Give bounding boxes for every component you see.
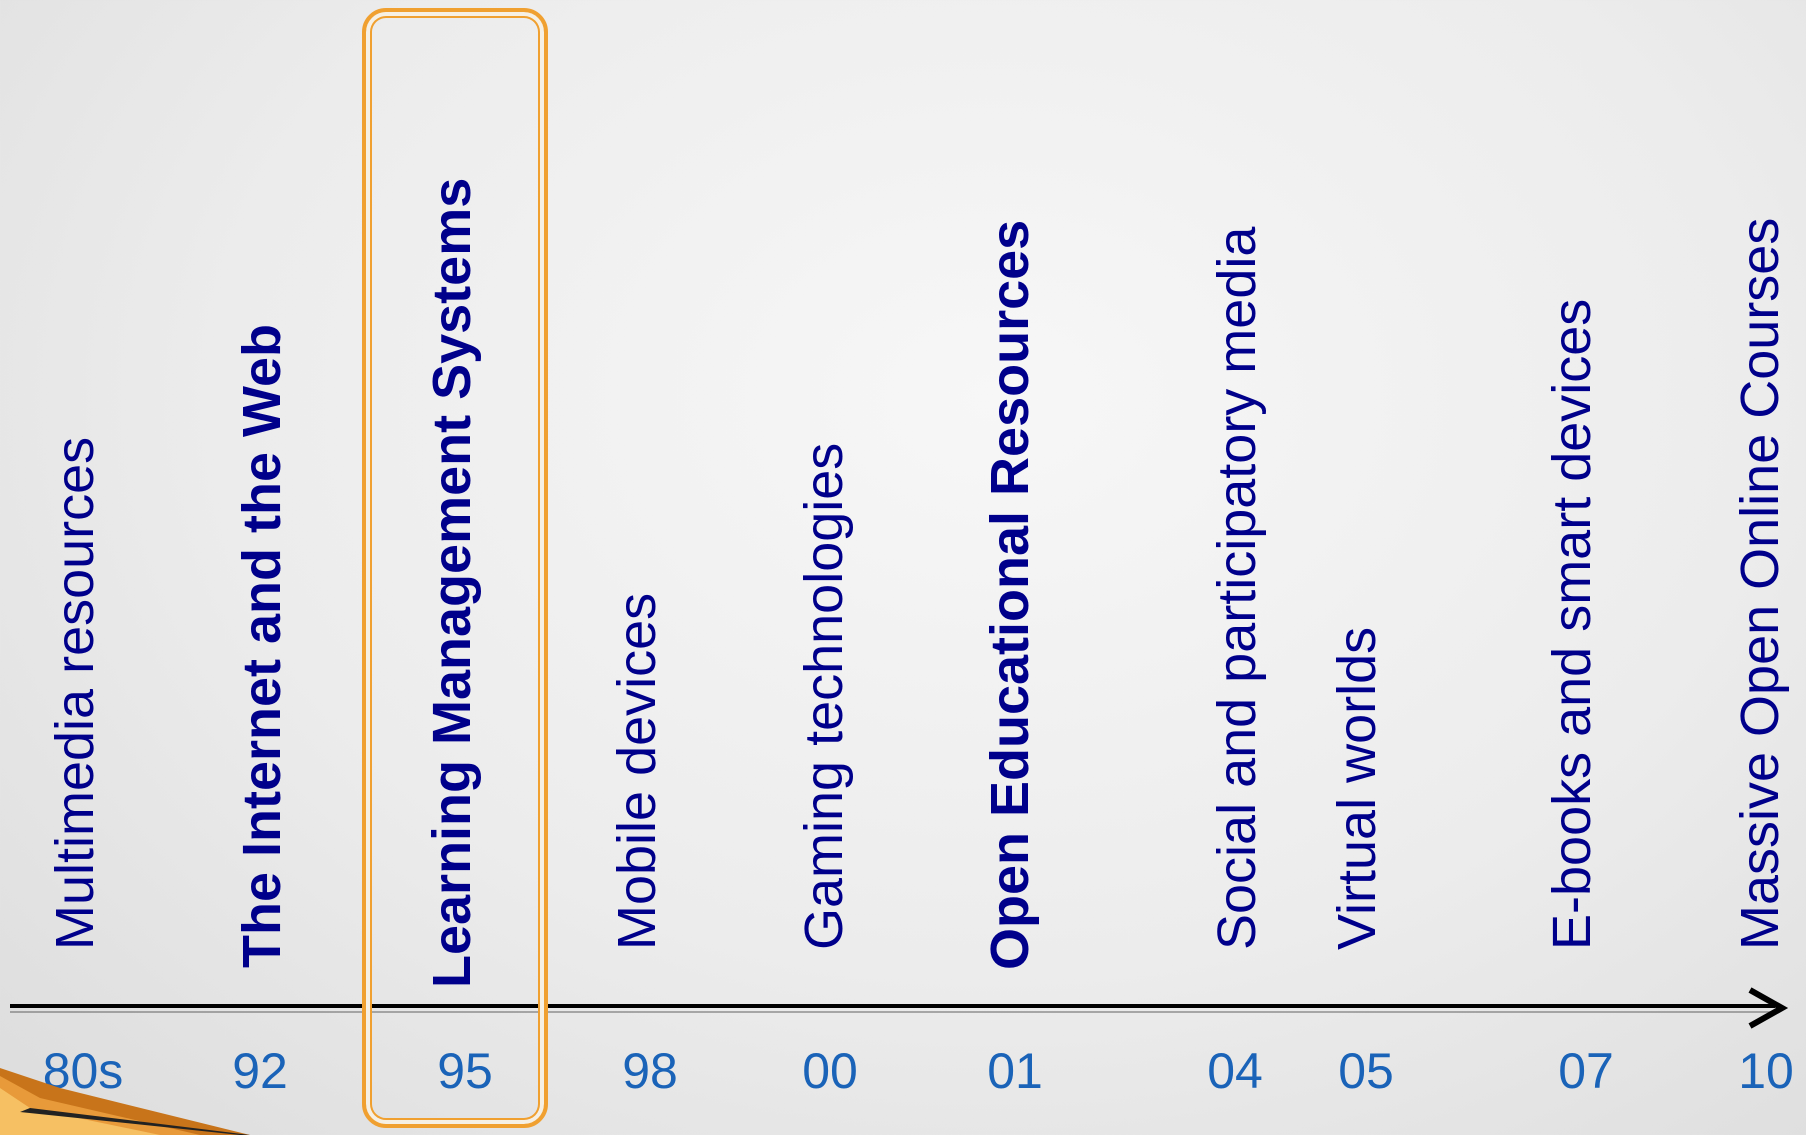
entry-label-multimedia: Multimedia resources: [45, 436, 105, 950]
year-label-10: 10: [1738, 1043, 1794, 1099]
entry-label-virtual: Virtual worlds: [1327, 626, 1387, 950]
year-label-95: 95: [437, 1043, 493, 1099]
entry-label-mooc: Massive Open Online Courses: [1730, 217, 1790, 950]
year-label-04: 04: [1207, 1043, 1263, 1099]
entry-label-oer: Open Educational Resources: [980, 219, 1040, 970]
entry-label-internet: The Internet and the Web: [232, 323, 292, 968]
year-label-98: 98: [622, 1043, 678, 1099]
year-label-07: 07: [1558, 1043, 1614, 1099]
year-label-01: 01: [987, 1043, 1043, 1099]
highlight-box: [362, 8, 548, 1128]
corner-swoosh-icon: [0, 1068, 250, 1135]
entry-label-mobile: Mobile devices: [607, 592, 667, 950]
entry-label-gaming: Gaming technologies: [794, 442, 854, 950]
year-label-05: 05: [1338, 1043, 1394, 1099]
arrow-head-icon: [1748, 987, 1789, 1029]
entry-label-ebooks: E-books and smart devices: [1542, 298, 1602, 950]
year-label-00: 00: [802, 1043, 858, 1099]
year-label-92: 92: [232, 1043, 288, 1099]
entry-label-lms: Learning Management Systems: [422, 177, 482, 988]
entry-label-social: Social and participatory media: [1207, 226, 1267, 950]
